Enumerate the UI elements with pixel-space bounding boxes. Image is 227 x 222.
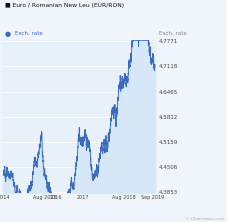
Text: ■ Euro / Romanian New Leu (EUR/RON): ■ Euro / Romanian New Leu (EUR/RON) xyxy=(5,3,124,8)
Text: Exch. rate: Exch. rate xyxy=(15,31,42,36)
Text: Exch. rate: Exch. rate xyxy=(159,31,187,36)
Text: © Chartoasis.com: © Chartoasis.com xyxy=(185,217,225,221)
Text: ●: ● xyxy=(5,31,11,37)
